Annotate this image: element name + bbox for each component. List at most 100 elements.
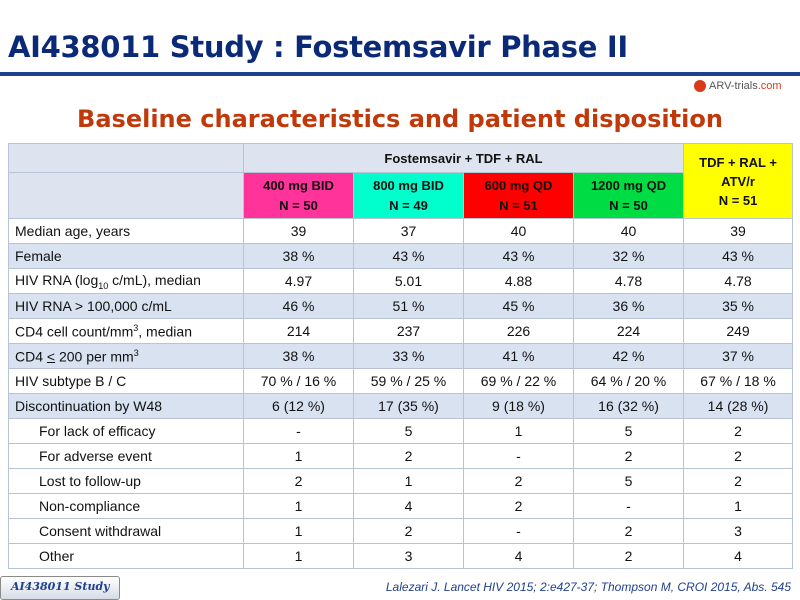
label-part: 200 per mm [55,348,134,365]
table-cell: 4 [353,493,464,519]
table-cell: 2 [243,468,354,494]
label-superscript: 3 [133,347,139,358]
table-row-lost-to-follow-up: Lost to follow-up 2 1 2 5 2 [8,468,794,494]
table-cell: 46 % [243,293,354,319]
table-cell: 2 [683,443,794,469]
logo-brand: ARV-trials [709,80,758,92]
label-less-equal: < [46,348,56,365]
table-cell: 67 % / 18 % [683,368,794,394]
row-label: HIV subtype B / C [8,368,244,394]
label-part: c/mL), median [108,271,201,288]
table-cell: - [463,518,574,544]
label-superscript: 3 [133,322,139,333]
arm-dose: 800 mg BID [373,177,444,193]
label-part: HIV RNA (log [15,271,99,288]
row-label: Female [8,243,244,269]
table-cell: 45 % [463,293,574,319]
arv-trials-logo: ARV-trials.com [694,80,782,93]
table-cell: 41 % [463,343,574,369]
label-subscript: 10 [98,280,109,291]
table-cell: 17 (35 %) [353,393,464,419]
table-row-hiv-rna-median: HIV RNA (log10 c/mL), median 4.97 5.01 4… [8,268,794,294]
table-cell: 1 [683,493,794,519]
header-blank-cell [8,172,244,219]
table-row-cd4-median: CD4 cell count/mm3, median 214 237 226 2… [8,318,794,344]
table-cell: 5 [572,418,685,444]
row-label: Lost to follow-up [8,468,244,494]
table-cell: 4.97 [243,268,354,294]
slide-title: AI438011 Study : Fostemsavir Phase II [8,30,628,64]
table-cell: 43 % [353,243,464,269]
table-cell: 5 [353,418,464,444]
header-row-arms: 400 mg BID N = 50 800 mg BID N = 49 600 … [8,172,793,219]
table-cell: 5.01 [353,268,464,294]
table-cell: 64 % / 20 % [572,368,685,394]
arm-header-1200-qd: 1200 mg QD N = 50 [572,172,685,219]
tdf-line1: TDF + RAL + [699,154,777,170]
table-cell: 38 % [243,243,354,269]
arm-n: N = 50 [279,197,318,213]
table-cell: 224 [572,318,685,344]
row-label: HIV RNA > 100,000 c/mL [8,293,244,319]
row-label: Discontinuation by W48 [8,393,244,419]
table-cell: 33 % [353,343,464,369]
row-label: For adverse event [8,443,244,469]
table-cell: 59 % / 25 % [353,368,464,394]
table-cell: 43 % [683,243,794,269]
header-blank-cell [8,143,244,173]
table-row-consent-withdrawal: Consent withdrawal 1 2 - 2 3 [8,518,794,544]
header-row-group: Fostemsavir + TDF + RAL TDF + RAL + ATV/… [8,143,794,219]
table-cell: 35 % [683,293,794,319]
table-cell: 39 [243,218,354,244]
arm-header-tdf-ral-atv: TDF + RAL + ATV/r N = 51 [683,143,794,219]
table-cell: - [572,493,685,519]
row-label: CD4 cell count/mm3, median [8,318,244,344]
row-label: Median age, years [8,218,244,244]
table-cell: 42 % [572,343,685,369]
table-cell: 16 (32 %) [572,393,685,419]
table-row-subtype: HIV subtype B / C 70 % / 16 % 59 % / 25 … [8,368,794,394]
row-label: CD4 < 200 per mm3 [8,343,244,369]
logo-icon [694,80,706,93]
table-cell: 2 [572,443,685,469]
table-cell: 5 [572,468,685,494]
study-tag-label: AI438011 Study [11,580,110,593]
table-cell: 40 [463,218,574,244]
tdf-n: N = 51 [718,192,758,208]
arm-header-600-qd: 600 mg QD N = 51 [463,172,574,219]
table-row-hiv-rna-100000: HIV RNA > 100,000 c/mL 46 % 51 % 45 % 36… [8,293,794,319]
table-cell: 249 [683,318,794,344]
label-part: CD4 cell count/mm [15,323,134,340]
table-row-other: Other 1 3 4 2 4 [8,543,794,569]
table-row-lack-of-efficacy: For lack of efficacy - 5 1 5 2 [8,418,794,444]
table-cell: 2 [572,543,685,569]
arm-header-800-bid: 800 mg BID N = 49 [353,172,464,219]
study-tag: AI438011 Study [0,576,120,600]
table-cell: 226 [463,318,574,344]
title-divider [0,72,800,76]
table-cell: 38 % [243,343,354,369]
table-cell: 2 [683,418,794,444]
row-label: For lack of efficacy [8,418,244,444]
arm-header-400-bid: 400 mg BID N = 50 [243,172,354,219]
table-cell: 14 (28 %) [683,393,794,419]
table-cell: 1 [243,493,354,519]
arm-dose: 400 mg BID [263,177,334,193]
table-cell: 9 (18 %) [463,393,574,419]
label-part: , median [138,323,192,340]
table-row-female: Female 38 % 43 % 43 % 32 % 43 % [8,243,794,269]
table-row-adverse-event: For adverse event 1 2 - 2 2 [8,443,794,469]
table-cell: 39 [683,218,794,244]
table-cell: - [463,443,574,469]
arm-dose: 600 mg QD [484,177,553,193]
row-label: Other [8,543,244,569]
table-cell: 37 [353,218,464,244]
table-cell: 36 % [572,293,685,319]
table-cell: 43 % [463,243,574,269]
table-cell: 1 [463,418,574,444]
group-header-fostemsavir: Fostemsavir + TDF + RAL [242,143,685,173]
logo-suffix: .com [757,80,782,92]
arm-n: N = 49 [389,197,428,213]
row-label: Consent withdrawal [8,518,244,544]
arm-n: N = 51 [499,197,538,213]
